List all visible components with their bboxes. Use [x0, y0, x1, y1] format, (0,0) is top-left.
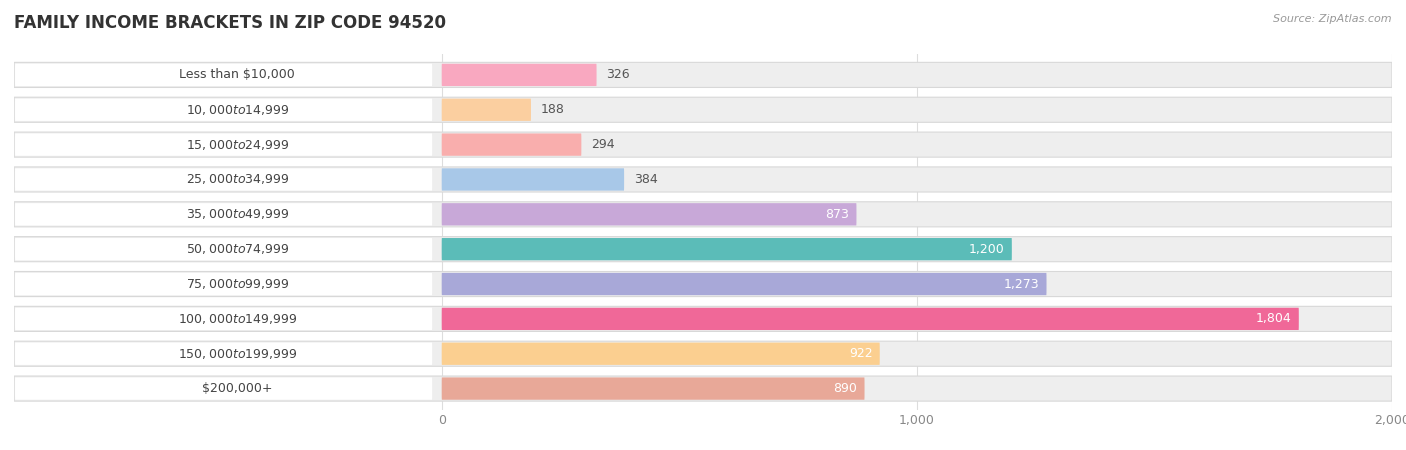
- FancyBboxPatch shape: [14, 132, 1392, 157]
- FancyBboxPatch shape: [15, 134, 432, 156]
- FancyBboxPatch shape: [441, 308, 1299, 330]
- FancyBboxPatch shape: [441, 273, 1046, 295]
- FancyBboxPatch shape: [14, 376, 1392, 401]
- Text: $75,000 to $99,999: $75,000 to $99,999: [186, 277, 290, 291]
- Text: FAMILY INCOME BRACKETS IN ZIP CODE 94520: FAMILY INCOME BRACKETS IN ZIP CODE 94520: [14, 14, 446, 32]
- FancyBboxPatch shape: [441, 378, 865, 400]
- FancyBboxPatch shape: [14, 237, 1392, 262]
- FancyBboxPatch shape: [441, 238, 1012, 261]
- Text: 1,200: 1,200: [969, 243, 1005, 256]
- Text: 1,273: 1,273: [1004, 278, 1039, 291]
- FancyBboxPatch shape: [14, 63, 1392, 87]
- FancyBboxPatch shape: [14, 341, 1392, 366]
- Text: $35,000 to $49,999: $35,000 to $49,999: [186, 207, 290, 221]
- Text: Less than $10,000: Less than $10,000: [180, 68, 295, 81]
- FancyBboxPatch shape: [14, 271, 1392, 297]
- FancyBboxPatch shape: [441, 168, 624, 191]
- Text: $50,000 to $74,999: $50,000 to $74,999: [186, 242, 290, 256]
- FancyBboxPatch shape: [15, 378, 432, 400]
- FancyBboxPatch shape: [15, 64, 432, 86]
- Text: $100,000 to $149,999: $100,000 to $149,999: [177, 312, 297, 326]
- Text: $10,000 to $14,999: $10,000 to $14,999: [186, 103, 290, 117]
- Text: 188: 188: [540, 103, 564, 116]
- FancyBboxPatch shape: [441, 203, 856, 225]
- FancyBboxPatch shape: [14, 306, 1392, 332]
- Text: 890: 890: [834, 382, 858, 395]
- FancyBboxPatch shape: [15, 273, 432, 295]
- Text: 1,804: 1,804: [1256, 312, 1292, 325]
- Text: 326: 326: [606, 68, 630, 81]
- FancyBboxPatch shape: [15, 308, 432, 330]
- Text: $15,000 to $24,999: $15,000 to $24,999: [186, 138, 290, 152]
- Text: $25,000 to $34,999: $25,000 to $34,999: [186, 172, 290, 186]
- FancyBboxPatch shape: [14, 97, 1392, 122]
- Text: 873: 873: [825, 208, 849, 221]
- FancyBboxPatch shape: [15, 99, 432, 121]
- FancyBboxPatch shape: [441, 99, 531, 121]
- FancyBboxPatch shape: [14, 167, 1392, 192]
- Text: 922: 922: [849, 347, 873, 360]
- FancyBboxPatch shape: [15, 342, 432, 365]
- FancyBboxPatch shape: [441, 342, 880, 365]
- FancyBboxPatch shape: [15, 203, 432, 225]
- Text: Source: ZipAtlas.com: Source: ZipAtlas.com: [1274, 14, 1392, 23]
- FancyBboxPatch shape: [441, 134, 581, 156]
- FancyBboxPatch shape: [14, 202, 1392, 227]
- FancyBboxPatch shape: [15, 168, 432, 191]
- Text: $150,000 to $199,999: $150,000 to $199,999: [177, 347, 297, 361]
- Text: 384: 384: [634, 173, 658, 186]
- FancyBboxPatch shape: [15, 238, 432, 261]
- Text: 294: 294: [591, 138, 614, 151]
- Text: $200,000+: $200,000+: [202, 382, 273, 395]
- FancyBboxPatch shape: [441, 64, 596, 86]
